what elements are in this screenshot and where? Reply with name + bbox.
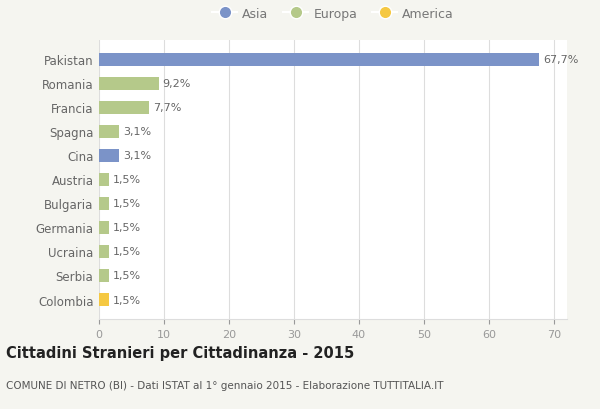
Text: 1,5%: 1,5% [113,199,141,209]
Bar [99,293,109,306]
Bar [99,101,149,115]
Bar [99,221,109,234]
Bar [99,54,539,67]
Text: 1,5%: 1,5% [113,175,141,185]
Text: 1,5%: 1,5% [113,271,141,281]
Bar [99,126,119,139]
Bar [99,245,109,258]
Text: 67,7%: 67,7% [543,55,578,65]
Text: 1,5%: 1,5% [113,247,141,257]
Bar [99,78,159,91]
Bar [99,269,109,282]
Text: 3,1%: 3,1% [123,127,151,137]
Bar [99,149,119,163]
Text: 7,7%: 7,7% [153,103,181,113]
Text: 3,1%: 3,1% [123,151,151,161]
Text: COMUNE DI NETRO (BI) - Dati ISTAT al 1° gennaio 2015 - Elaborazione TUTTITALIA.I: COMUNE DI NETRO (BI) - Dati ISTAT al 1° … [6,380,443,390]
Text: 1,5%: 1,5% [113,295,141,305]
Text: 1,5%: 1,5% [113,223,141,233]
Bar [99,173,109,187]
Legend: Asia, Europa, America: Asia, Europa, America [207,2,459,26]
Text: 9,2%: 9,2% [163,79,191,89]
Text: Cittadini Stranieri per Cittadinanza - 2015: Cittadini Stranieri per Cittadinanza - 2… [6,346,354,361]
Bar [99,197,109,211]
